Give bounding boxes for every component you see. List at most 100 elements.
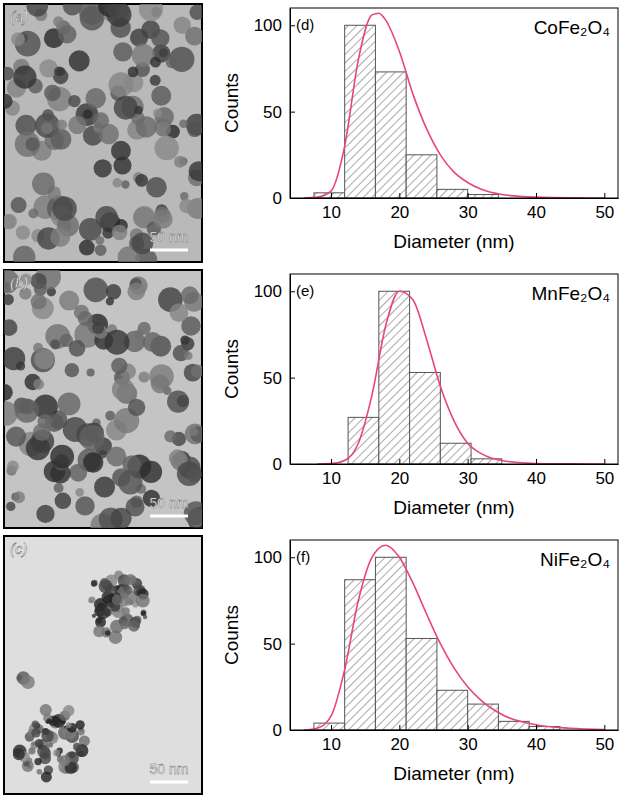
tick-mark: [536, 459, 537, 464]
particle: [111, 358, 127, 374]
particle: [13, 491, 25, 503]
tick-mark: [290, 291, 295, 292]
tick: 50: [595, 459, 614, 488]
particle: [140, 461, 162, 483]
y-axis-title: Counts: [221, 605, 242, 665]
particle: [73, 743, 81, 751]
tick-label: 100: [254, 16, 282, 35]
particle: [151, 29, 169, 47]
tick: 10: [322, 459, 341, 488]
tick-label: 30: [459, 203, 478, 222]
y-axis-title: Counts: [221, 339, 242, 399]
particle: [68, 116, 86, 134]
y-axis: 050100: [254, 9, 295, 208]
particle: [134, 106, 142, 114]
particle: [6, 427, 26, 447]
particle: [92, 322, 104, 334]
particle: [146, 177, 167, 198]
particle: [128, 399, 145, 416]
tick-mark: [331, 459, 332, 464]
particle: [11, 197, 27, 213]
tick-label: 40: [527, 203, 546, 222]
particle: [78, 751, 84, 757]
tem-image: (b)50 nm: [0, 264, 212, 537]
scale-bar-label: 50 nm: [150, 761, 189, 777]
particle: [104, 330, 129, 355]
particle: [42, 109, 54, 121]
tick-label: 50: [263, 369, 282, 388]
histogram-bar: [406, 638, 437, 730]
particle: [57, 119, 67, 129]
particle: [69, 340, 86, 357]
particle: [134, 330, 143, 339]
particle: [153, 209, 172, 228]
panel-label: (e): [296, 282, 314, 299]
particle: [54, 67, 64, 77]
tick-mark: [399, 193, 400, 198]
particle: [50, 129, 71, 150]
plot-marks: [304, 13, 605, 198]
tick-mark: [604, 725, 605, 730]
particle: [54, 483, 64, 493]
tick: 50: [595, 725, 614, 754]
particle: [75, 488, 84, 497]
particle: [121, 180, 129, 188]
histogram-bar: [437, 189, 468, 198]
particle: [91, 581, 97, 587]
tick-label: 20: [390, 469, 409, 488]
tick-label: 100: [254, 282, 282, 301]
image-background: [4, 536, 202, 794]
particle: [118, 470, 142, 494]
particle: [135, 174, 148, 187]
histogram-bar: [440, 443, 471, 464]
particle: [33, 343, 43, 353]
particle: [114, 96, 138, 120]
tick: 50: [595, 193, 614, 222]
plot-marks: [317, 291, 604, 464]
particle: [88, 598, 93, 603]
tick-label: 50: [263, 635, 282, 654]
particle: [83, 278, 108, 303]
particle: [58, 392, 81, 415]
particle: [66, 722, 72, 728]
particle: [93, 112, 110, 129]
particle: [63, 705, 74, 716]
tick-label: 0: [273, 189, 282, 208]
particle: [95, 244, 107, 256]
tick: 30: [459, 459, 478, 488]
tick-mark: [290, 198, 295, 199]
particle: [37, 769, 43, 775]
scale-bar-label: 50 nm: [150, 495, 189, 511]
tick: 20: [390, 193, 409, 222]
tick: 40: [527, 193, 546, 222]
particle: [105, 411, 115, 421]
histogram-bar: [348, 417, 379, 464]
particle: [143, 332, 163, 352]
x-axis-title: Diameter (nm): [393, 763, 514, 784]
panel-title: NiFe₂O₄: [540, 549, 610, 570]
particle: [151, 86, 171, 106]
histogram-bar: [468, 195, 499, 198]
tick: 50: [263, 635, 295, 654]
particle: [87, 369, 95, 377]
particle: [21, 675, 35, 689]
tick-mark: [290, 557, 295, 558]
particle: [16, 225, 30, 239]
tick-mark: [399, 459, 400, 464]
particle: [96, 605, 110, 619]
particle: [41, 122, 53, 134]
tick: 30: [459, 193, 478, 222]
particle: [170, 303, 189, 322]
particle: [112, 594, 123, 605]
tick-mark: [604, 193, 605, 198]
particle: [95, 206, 117, 228]
particle: [95, 236, 104, 245]
particle: [36, 505, 54, 523]
particle: [111, 508, 132, 528]
particle: [30, 749, 34, 753]
particle: [120, 620, 129, 629]
particle: [69, 50, 90, 71]
x-axis: 1020304050: [291, 459, 619, 488]
histogram-panel: 1020304050050100Diameter (nm)Counts(d)Co…: [221, 8, 619, 252]
particle: [32, 173, 55, 196]
